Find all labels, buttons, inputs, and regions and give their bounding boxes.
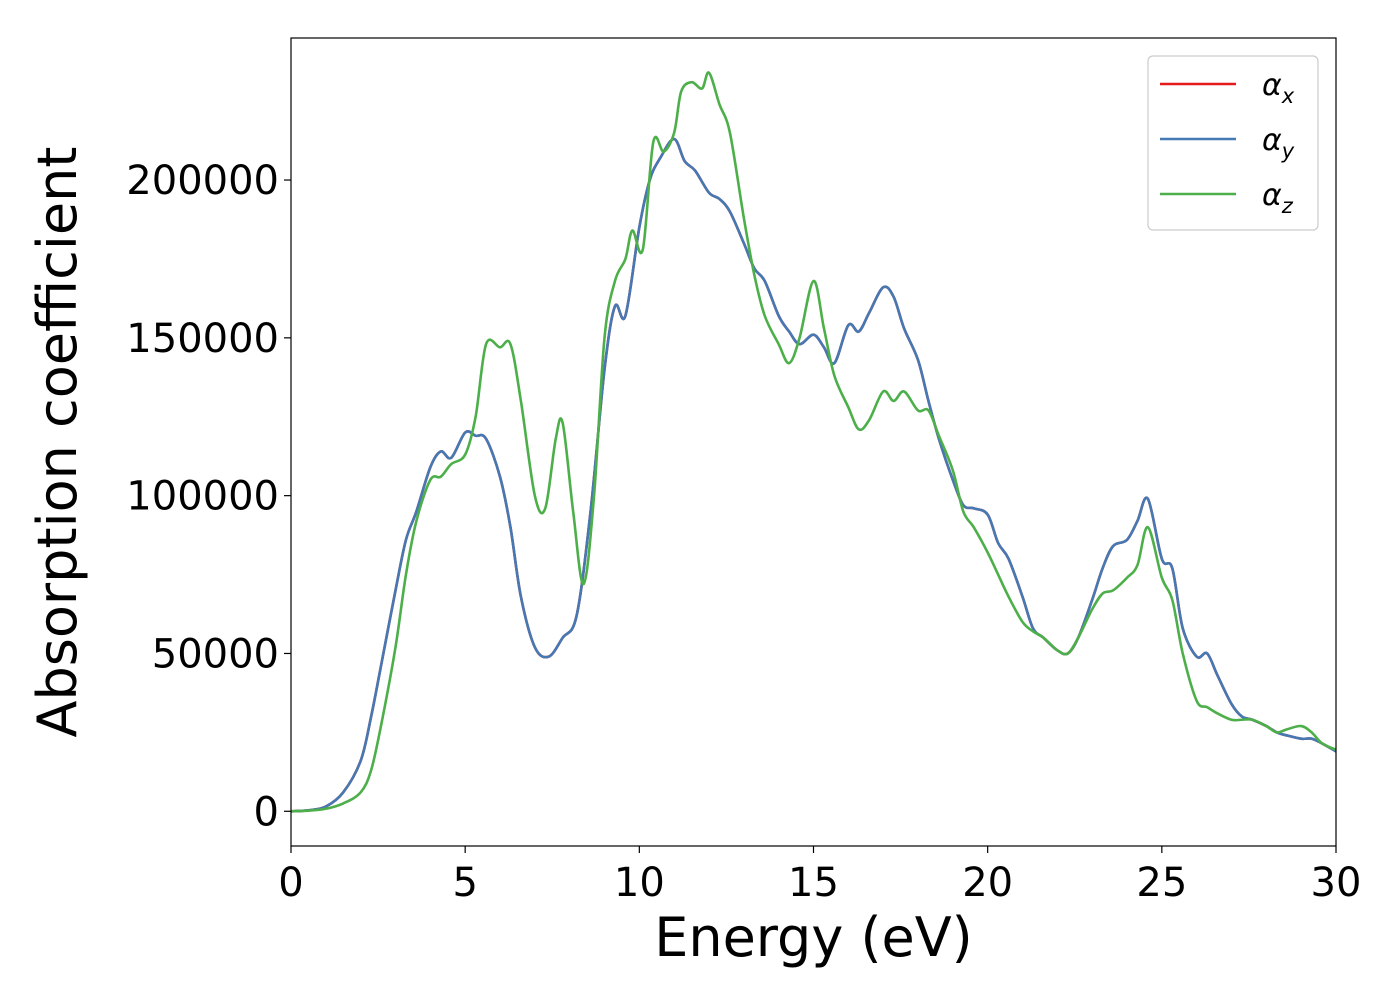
x-tick-label: 20 (962, 860, 1013, 906)
legend-label-symbol: α (1262, 68, 1282, 103)
x-tick-label: 25 (1136, 860, 1187, 906)
y-tick-label: 150000 (126, 316, 279, 362)
x-tick-label: 15 (788, 860, 839, 906)
series-line-x (291, 137, 1336, 813)
legend-label-subscript: x (1281, 84, 1295, 108)
legend-box (1147, 55, 1319, 231)
x-tick-label: 0 (278, 860, 303, 906)
legend-label-subscript: z (1281, 194, 1294, 218)
legend-label-symbol: α (1262, 123, 1282, 158)
y-tick-label: 50000 (152, 631, 279, 677)
x-tick-label: 10 (614, 860, 665, 906)
y-tick-label: 100000 (126, 474, 279, 520)
y-axis-ticks: 0 50000 100000 150000 200000 (126, 158, 291, 835)
x-axis-label: Energy (eV) (654, 906, 973, 969)
y-tick-label: 200000 (126, 158, 279, 204)
series-line-z (291, 71, 1336, 813)
x-tick-label: 30 (1311, 860, 1362, 906)
y-tick-label: 0 (254, 789, 279, 835)
x-tick-label: 5 (452, 860, 477, 906)
legend-label-symbol: α (1262, 178, 1282, 213)
legend-label-z: αz (1262, 178, 1294, 218)
legend-label-subscript: y (1281, 139, 1295, 163)
series-layer (291, 71, 1336, 813)
y-axis-label: Absorption coefficient (26, 147, 89, 738)
series-line-y (291, 137, 1336, 813)
legend-label-y: αy (1262, 123, 1295, 163)
x-axis-ticks: 0 5 10 15 20 25 30 (278, 846, 1361, 906)
legend-label-x: αx (1262, 68, 1295, 108)
